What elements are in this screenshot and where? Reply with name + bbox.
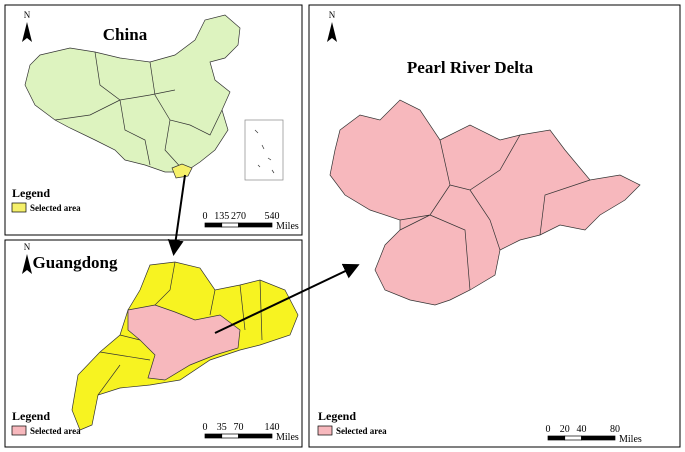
scale-label: 35 bbox=[217, 422, 227, 433]
legend-swatch bbox=[317, 425, 333, 436]
legend-title: Legend bbox=[318, 409, 356, 423]
legend-swatch bbox=[11, 425, 27, 436]
north-label: N bbox=[24, 242, 31, 252]
scale-segment bbox=[221, 222, 239, 228]
scale-segment bbox=[547, 435, 566, 441]
legend-title: Legend bbox=[12, 409, 50, 423]
china-panel bbox=[4, 4, 303, 236]
legend-item: Selected area bbox=[30, 426, 81, 436]
scale-label: 540 bbox=[265, 211, 280, 222]
arrow bbox=[214, 263, 360, 334]
prd-map bbox=[329, 99, 641, 306]
north-arrow bbox=[22, 22, 32, 42]
prd-cities bbox=[399, 134, 591, 291]
inset-box bbox=[244, 119, 284, 181]
legend-item: Selected area bbox=[30, 203, 81, 213]
guangdong-cities bbox=[97, 261, 263, 396]
scale-segment bbox=[564, 435, 582, 441]
scale-segment bbox=[221, 433, 239, 439]
scale-label: 140 bbox=[265, 422, 280, 433]
scale-segment bbox=[204, 222, 223, 228]
north-arrow bbox=[327, 22, 337, 42]
scale-segment bbox=[238, 222, 273, 228]
north-label: N bbox=[329, 10, 336, 20]
legend-title: Legend bbox=[12, 186, 50, 200]
scale-segment bbox=[204, 433, 223, 439]
guangdong-prd bbox=[127, 304, 241, 381]
panel-title: Guangdong bbox=[32, 253, 118, 272]
scale-label: 40 bbox=[577, 424, 587, 435]
panel-title: China bbox=[103, 25, 148, 44]
scale-segment bbox=[581, 435, 616, 441]
legend-item: Selected area bbox=[336, 426, 387, 436]
legend-swatch bbox=[11, 202, 27, 213]
scale-segment bbox=[238, 433, 273, 439]
arrow bbox=[167, 174, 186, 256]
scale-label: 270 bbox=[231, 211, 246, 222]
guangdong-panel bbox=[4, 239, 303, 448]
inset-islands bbox=[254, 129, 275, 174]
north-label: N bbox=[24, 10, 31, 20]
prd-panel bbox=[308, 4, 681, 448]
scale-label: 0 bbox=[203, 422, 208, 433]
scale-label: 20 bbox=[560, 424, 570, 435]
north-arrow bbox=[22, 254, 32, 274]
scale-label: 0 bbox=[546, 424, 551, 435]
china-selected bbox=[171, 163, 193, 179]
scale-label: 80 bbox=[610, 424, 620, 435]
scale-label: 70 bbox=[234, 422, 244, 433]
panel-title: Pearl River Delta bbox=[407, 58, 534, 77]
scale-unit: Miles bbox=[276, 432, 299, 443]
scale-label: 135 bbox=[214, 211, 229, 222]
scale-label: 0 bbox=[203, 211, 208, 222]
china-provinces bbox=[54, 51, 223, 173]
scale-unit: Miles bbox=[276, 221, 299, 232]
scale-unit: Miles bbox=[619, 434, 642, 445]
